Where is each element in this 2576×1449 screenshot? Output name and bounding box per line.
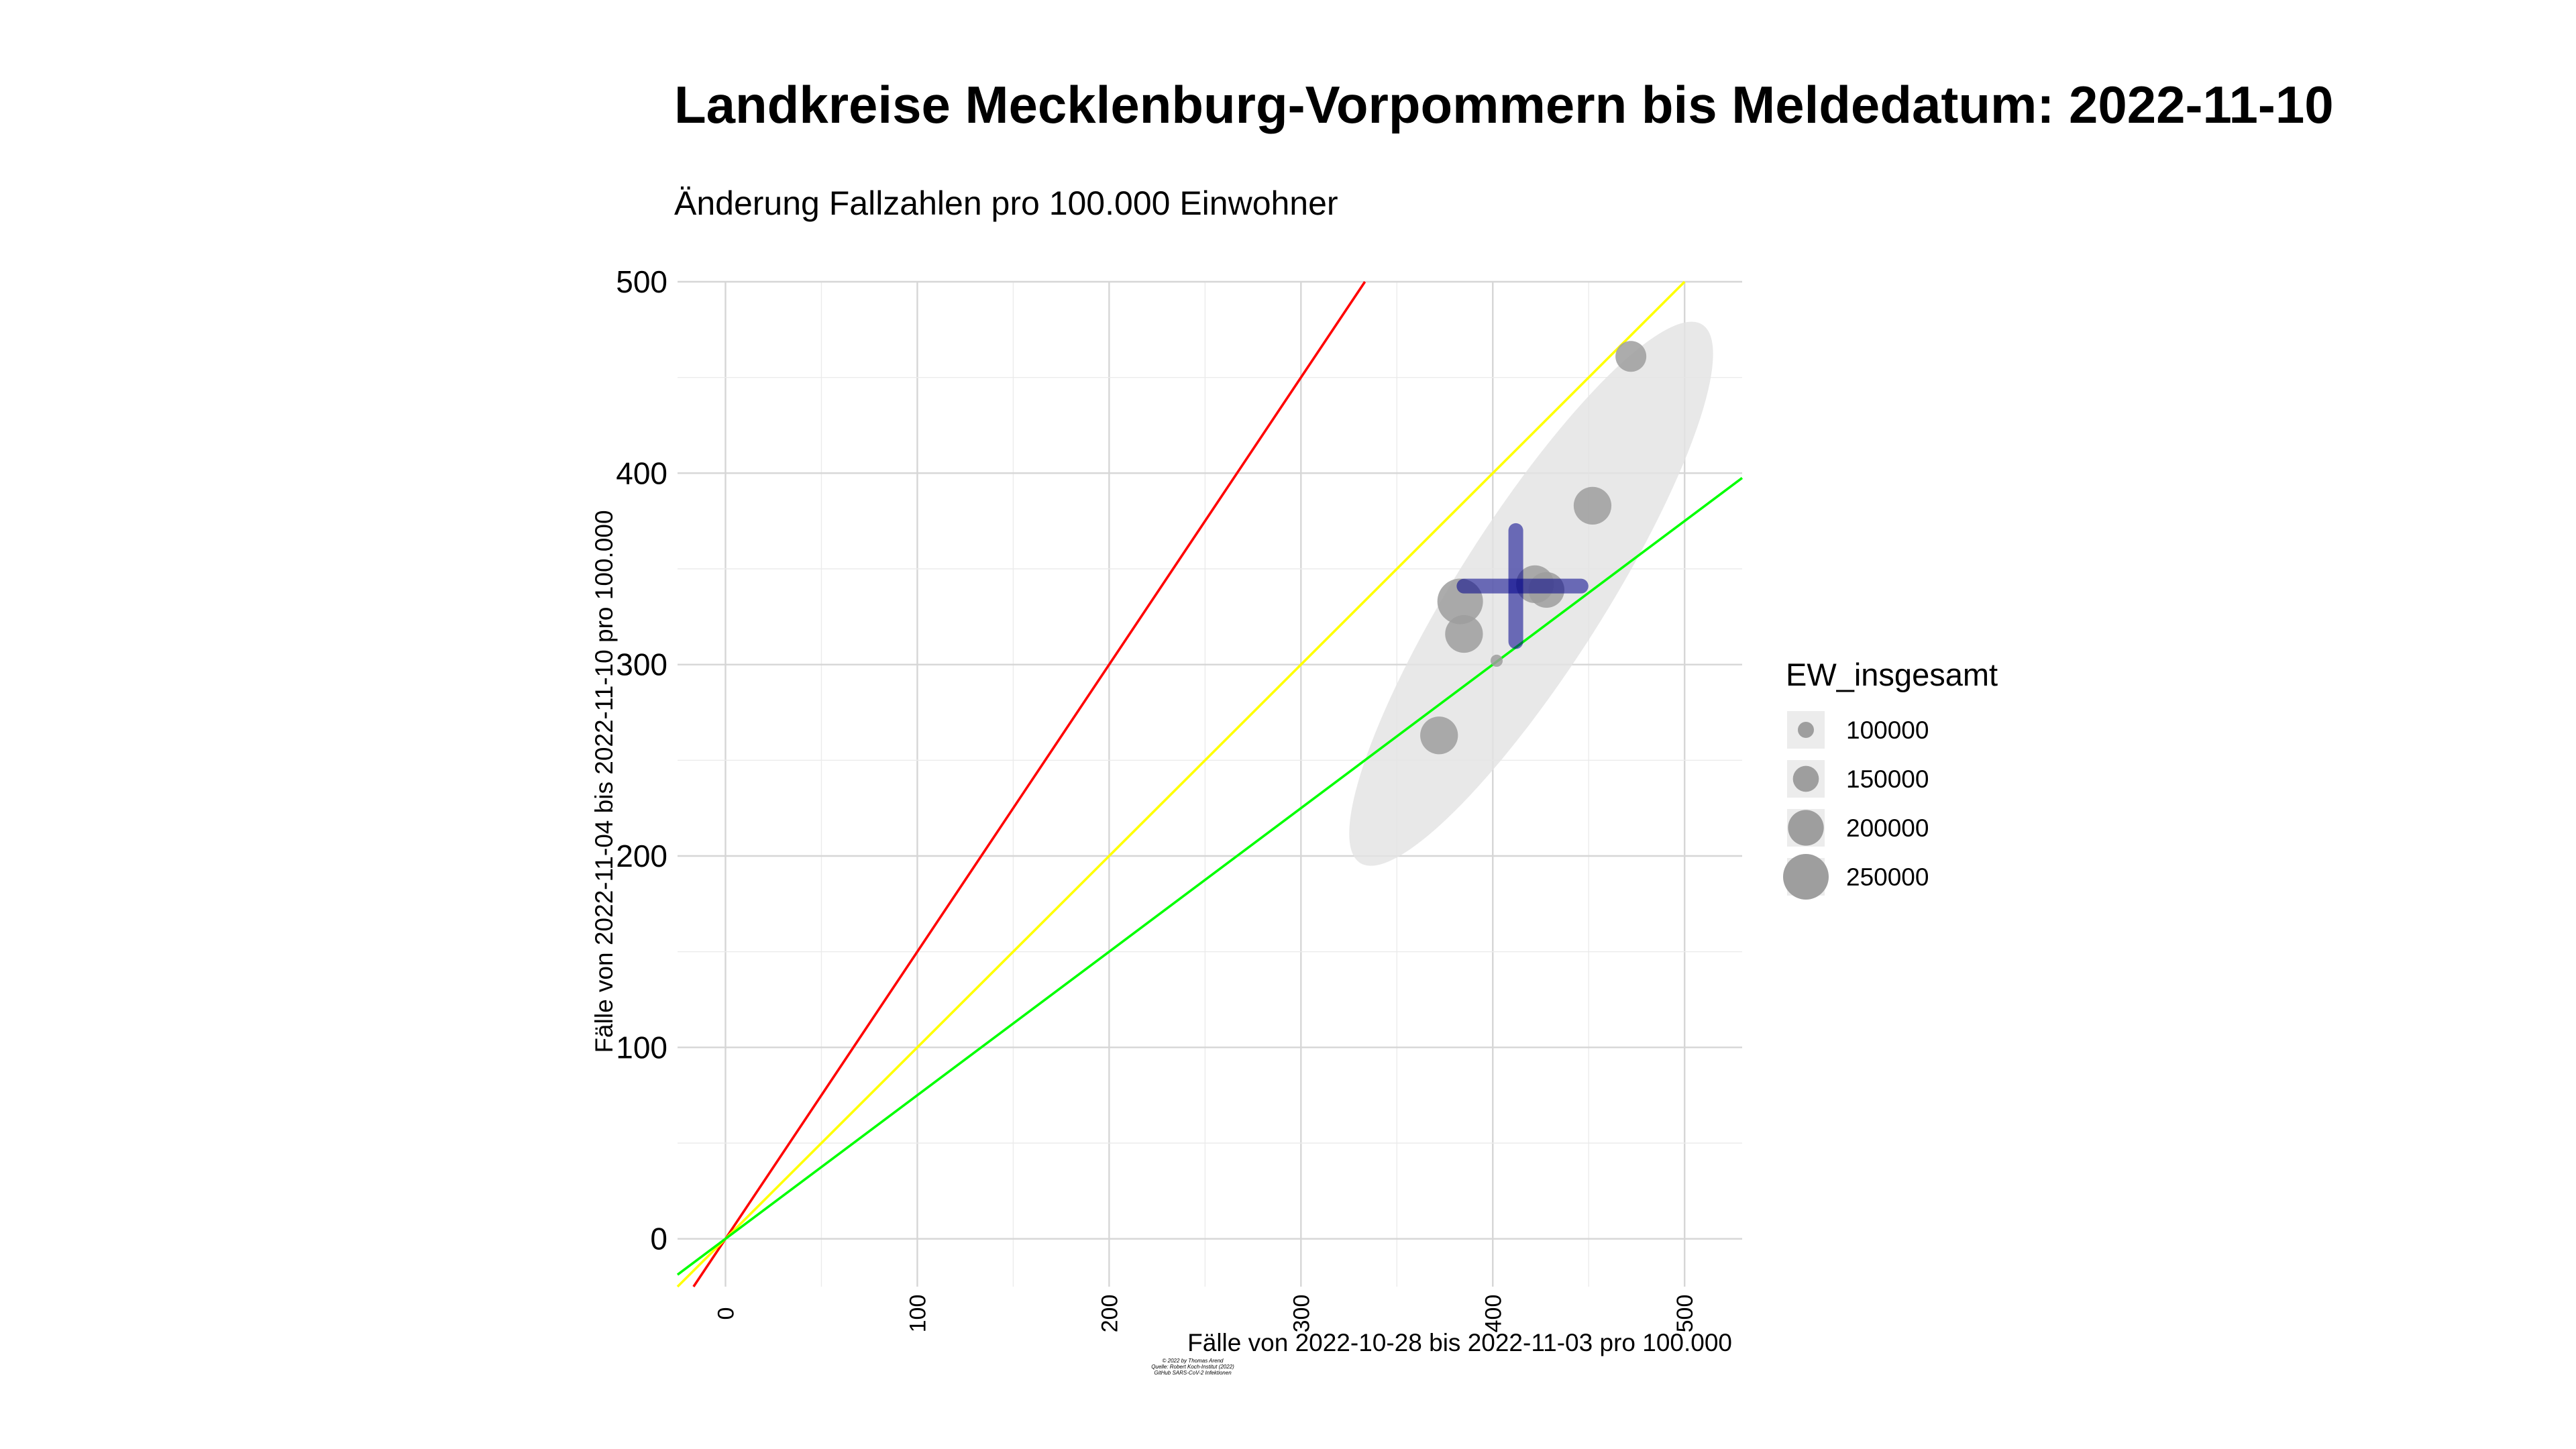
y-tick-label: 0 bbox=[650, 1222, 667, 1256]
caption-line: Quelle: Robert Koch-Institut (2022) bbox=[1151, 1364, 1234, 1370]
legend: EW_insgesamt 100000 150000 200000 250000 bbox=[1783, 657, 1998, 900]
y-tick-label: 100 bbox=[616, 1030, 667, 1065]
data-point bbox=[1573, 486, 1612, 525]
y-tick-label: 400 bbox=[616, 455, 667, 490]
y-tick-label: 500 bbox=[616, 264, 667, 299]
legend-key-circle bbox=[1792, 765, 1819, 792]
y-tick-label: 200 bbox=[616, 839, 667, 873]
legend-label: 100000 bbox=[1846, 716, 1929, 744]
legend-title: EW_insgesamt bbox=[1786, 657, 1998, 692]
x-tick-label: 100 bbox=[905, 1295, 930, 1333]
caption-line: © 2022 by Thomas Arend bbox=[1163, 1358, 1224, 1364]
reference-line-1 bbox=[676, 280, 1686, 1288]
y-tick-labels: 0 100 200 300 400 500 bbox=[616, 264, 667, 1256]
chart-title: Landkreise Mecklenburg-Vorpommern bis Me… bbox=[674, 75, 2334, 134]
legend-label: 250000 bbox=[1846, 863, 1929, 891]
chart-subtitle: Änderung Fallzahlen pro 100.000 Einwohne… bbox=[674, 184, 1338, 222]
x-tick-label: 0 bbox=[713, 1307, 739, 1320]
x-tick-label: 400 bbox=[1481, 1295, 1506, 1333]
x-tick-label: 200 bbox=[1097, 1295, 1122, 1333]
reference-line-0 bbox=[692, 281, 1366, 1287]
x-tick-label: 300 bbox=[1289, 1295, 1314, 1333]
y-tick-label: 300 bbox=[616, 647, 667, 682]
legend-key-circle bbox=[1788, 810, 1824, 846]
reference-lines bbox=[676, 280, 1743, 1288]
x-tick-labels: 0 100 200 300 400 500 bbox=[713, 1295, 1698, 1333]
x-axis-label: Fälle von 2022-10-28 bis 2022-11-03 pro … bbox=[1187, 1329, 1732, 1356]
caption-line: GitHub SARS-CoV-2 Infektionen bbox=[1154, 1370, 1232, 1376]
y-axis-label: Fälle von 2022-11-04 bis 2022-11-10 pro … bbox=[590, 510, 618, 1053]
data-point bbox=[1615, 341, 1647, 372]
data-point bbox=[1420, 716, 1458, 755]
reference-line-2 bbox=[676, 477, 1743, 1276]
legend-entries: 100000 150000 200000 250000 bbox=[1783, 711, 1929, 900]
data-point bbox=[1490, 654, 1503, 667]
data-point bbox=[1445, 614, 1483, 653]
legend-key-circle bbox=[1783, 854, 1829, 900]
legend-label: 150000 bbox=[1846, 765, 1929, 793]
legend-key-circle bbox=[1798, 722, 1814, 738]
legend-label: 200000 bbox=[1846, 814, 1929, 842]
x-tick-label: 500 bbox=[1672, 1295, 1698, 1333]
mean-cross bbox=[1456, 523, 1589, 649]
